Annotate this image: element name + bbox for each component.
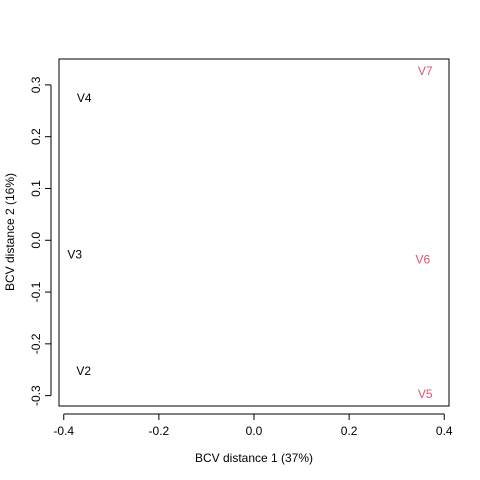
x-tick-label: 0.2 [341,424,358,438]
plot-frame [58,58,450,407]
point-label-v4: V4 [77,91,92,105]
y-axis-title: BCV distance 2 (16%) [3,173,17,291]
y-tick-label: 0.1 [29,180,43,197]
point-label-v3: V3 [67,247,82,261]
point-label-v7: V7 [418,64,433,78]
x-axis-title: BCV distance 1 (37%) [195,451,313,465]
x-tick-label: 0.0 [246,424,263,438]
point-label-v2: V2 [76,364,91,378]
y-tick-label: -0.2 [29,333,43,354]
y-tick-label: 0.0 [29,232,43,249]
point-label-v6: V6 [415,252,430,266]
y-tick-label: -0.3 [29,385,43,406]
y-axis: -0.3 -0.2 -0.1 0.0 0.1 0.2 0.3 [29,76,52,406]
y-tick-label: 0.2 [29,128,43,145]
y-tick-label: 0.3 [29,76,43,93]
y-tick-label: -0.1 [29,281,43,302]
x-axis: -0.4 -0.2 0.0 0.2 0.4 [53,413,453,438]
point-labels: V4 V3 V2 V7 V6 V5 [67,64,433,401]
x-tick-label: 0.4 [436,424,453,438]
x-tick-label: -0.4 [53,424,74,438]
x-tick-label: -0.2 [149,424,170,438]
point-label-v5: V5 [418,387,433,401]
